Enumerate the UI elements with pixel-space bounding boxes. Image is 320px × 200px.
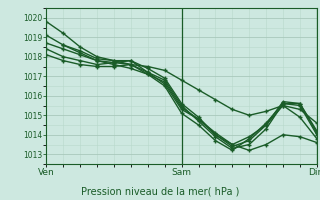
Text: Pression niveau de la mer( hPa ): Pression niveau de la mer( hPa ) xyxy=(81,186,239,196)
